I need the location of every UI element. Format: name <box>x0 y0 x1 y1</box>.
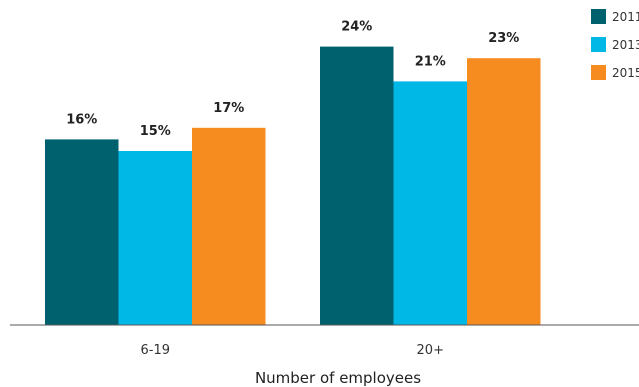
x-axis-title: Number of employees <box>255 369 421 387</box>
legend-item-2011[interactable]: 2011 <box>591 9 639 24</box>
bar-6-19-2013[interactable] <box>118 151 193 325</box>
x-tick-label-20+: 20+ <box>417 343 444 358</box>
x-tick-label-6-19: 6-19 <box>140 343 170 358</box>
bars-layer <box>45 46 541 326</box>
legend[interactable]: 2011 2013 2015 <box>591 9 639 80</box>
bar-20+-2013[interactable] <box>393 81 468 326</box>
bar-20+-2011[interactable] <box>320 46 394 325</box>
legend-label-2011: 2011 <box>612 10 639 24</box>
value-label-20+-2015: 23% <box>488 31 519 46</box>
legend-label-2015: 2015 <box>612 66 639 80</box>
bar-20+-2015[interactable] <box>467 58 541 325</box>
x-tick-labels-layer: 6-19 20+ <box>140 343 443 358</box>
value-label-20+-2011: 24% <box>341 20 372 35</box>
value-label-6-19-2015: 17% <box>213 101 244 116</box>
bar-6-19-2011[interactable] <box>45 139 119 325</box>
value-labels-layer: 16% 15% 17% 24% 21% 23% <box>66 20 519 139</box>
legend-swatch-2013 <box>591 37 606 52</box>
legend-item-2013[interactable]: 2013 <box>591 37 639 52</box>
legend-label-2013: 2013 <box>612 38 639 52</box>
bar-6-19-2015[interactable] <box>192 127 266 325</box>
legend-swatch-2015 <box>591 65 606 80</box>
value-label-6-19-2013: 15% <box>140 124 171 139</box>
legend-swatch-2011 <box>591 9 606 24</box>
legend-item-2015[interactable]: 2015 <box>591 65 639 80</box>
value-label-6-19-2011: 16% <box>66 112 97 127</box>
value-label-20+-2013: 21% <box>415 54 446 69</box>
